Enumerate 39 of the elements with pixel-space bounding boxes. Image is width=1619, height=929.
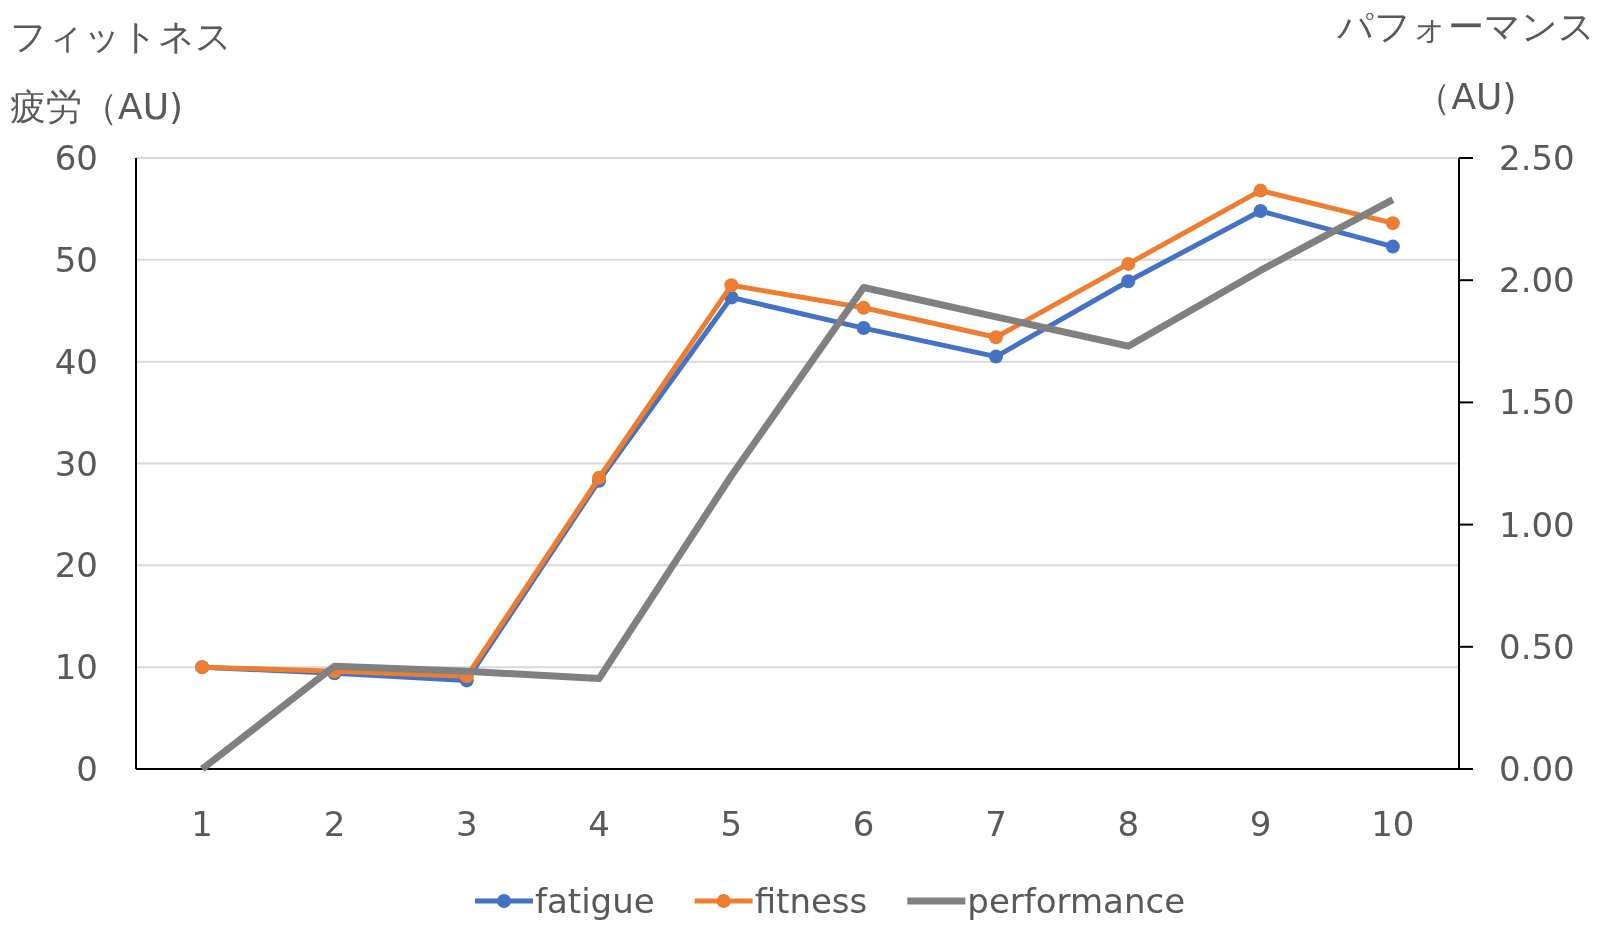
point — [988, 330, 1003, 345]
point — [856, 300, 871, 315]
legend-label: fatigue — [535, 881, 655, 921]
legend-label: fitness — [754, 881, 868, 921]
y-tick-label: 0 — [76, 749, 98, 789]
x-tick-label: 9 — [1249, 804, 1272, 844]
x-tick-label: 3 — [455, 804, 478, 844]
point — [1253, 203, 1268, 218]
y-tick-label: 30 — [54, 443, 98, 484]
x-tick-label: 5 — [720, 804, 743, 844]
point — [1121, 256, 1136, 271]
point — [1253, 183, 1268, 198]
x-tick-label: 8 — [1117, 804, 1140, 844]
y2-tick-label: 1.50 — [1499, 382, 1575, 423]
y-tick-label: 40 — [54, 341, 98, 382]
point — [1385, 216, 1400, 231]
x-tick-label: 1 — [191, 804, 213, 844]
y2-tick-label: 2.50 — [1499, 138, 1575, 178]
y2-tick-label: 0.00 — [1499, 749, 1575, 789]
point — [1121, 274, 1136, 289]
y2-tick-label: 2.00 — [1499, 260, 1575, 301]
y-tick-label: 60 — [54, 138, 98, 178]
y-axis-title: フィットネス疲労（AU) — [10, 16, 232, 127]
y2-tick-label: 0.50 — [1499, 626, 1575, 667]
x-tick-label: 10 — [1371, 804, 1415, 844]
y2-tick-label: 1.00 — [1499, 504, 1575, 545]
x-tick-label: 7 — [985, 804, 1007, 844]
point — [724, 278, 739, 293]
point — [988, 349, 1003, 364]
x-tick-label: 4 — [588, 804, 610, 844]
x-tick-label: 2 — [323, 804, 346, 844]
point — [856, 321, 871, 336]
x-tick-label: 6 — [852, 804, 875, 844]
y2-axis-title: パフォーマンス（AU) — [1336, 5, 1596, 119]
legend-label: performance — [967, 881, 1186, 921]
y-tick-label: 20 — [54, 545, 98, 586]
y-tick-label: 10 — [54, 647, 98, 688]
point — [1385, 239, 1400, 254]
y-tick-label: 50 — [54, 239, 98, 280]
